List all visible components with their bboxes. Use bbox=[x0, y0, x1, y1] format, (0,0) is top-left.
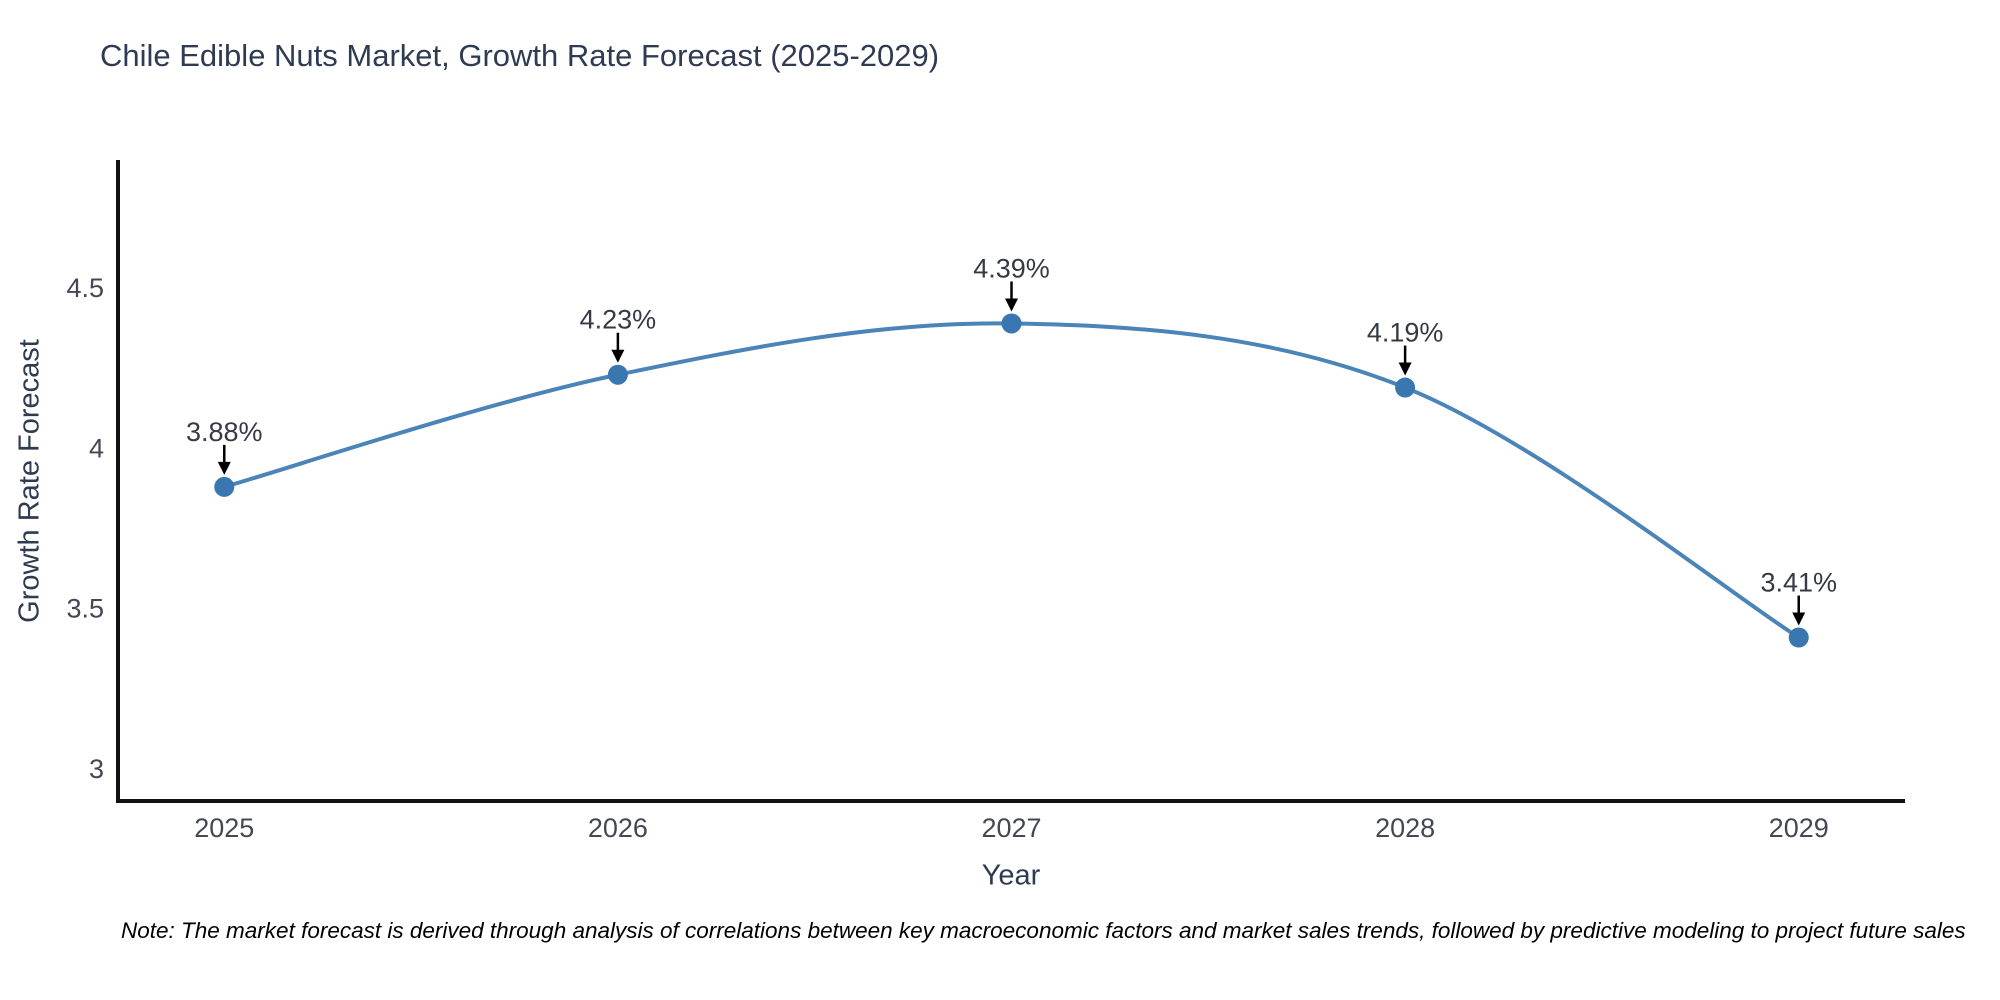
x-tick-label: 2029 bbox=[1769, 813, 1829, 843]
data-point-label: 3.41% bbox=[1760, 568, 1837, 598]
data-point-label: 4.19% bbox=[1367, 318, 1444, 348]
footnote: Note: The market forecast is derived thr… bbox=[121, 918, 1966, 943]
y-tick-label: 3 bbox=[89, 754, 104, 784]
x-axis-title: Year bbox=[981, 859, 1041, 892]
x-tick-label: 2026 bbox=[588, 813, 648, 843]
annotation-arrowhead-icon bbox=[611, 349, 625, 363]
y-tick-label: 4 bbox=[89, 433, 104, 463]
data-point[interactable] bbox=[1001, 313, 1022, 334]
x-tick-label: 2027 bbox=[981, 813, 1041, 843]
data-point[interactable] bbox=[607, 364, 628, 385]
data-point[interactable] bbox=[1395, 377, 1416, 398]
annotation-arrowhead-icon bbox=[1792, 612, 1806, 626]
data-point[interactable] bbox=[214, 476, 235, 497]
x-tick-label: 2028 bbox=[1375, 813, 1435, 843]
chart-title: Chile Edible Nuts Market, Growth Rate Fo… bbox=[100, 38, 940, 73]
x-tick-label: 2025 bbox=[194, 813, 254, 843]
annotation-arrowhead-icon bbox=[217, 461, 231, 475]
forecast-line bbox=[222, 321, 1801, 640]
data-point-label: 3.88% bbox=[186, 417, 263, 447]
data-point-label: 4.39% bbox=[973, 253, 1050, 283]
annotation-arrowhead-icon bbox=[1398, 362, 1412, 376]
data-point-label: 4.23% bbox=[580, 305, 657, 335]
y-tick-label: 3.5 bbox=[66, 594, 104, 624]
annotation-arrowhead-icon bbox=[1005, 298, 1018, 312]
data-point[interactable] bbox=[1788, 627, 1809, 648]
y-tick-label: 4.5 bbox=[66, 273, 104, 303]
